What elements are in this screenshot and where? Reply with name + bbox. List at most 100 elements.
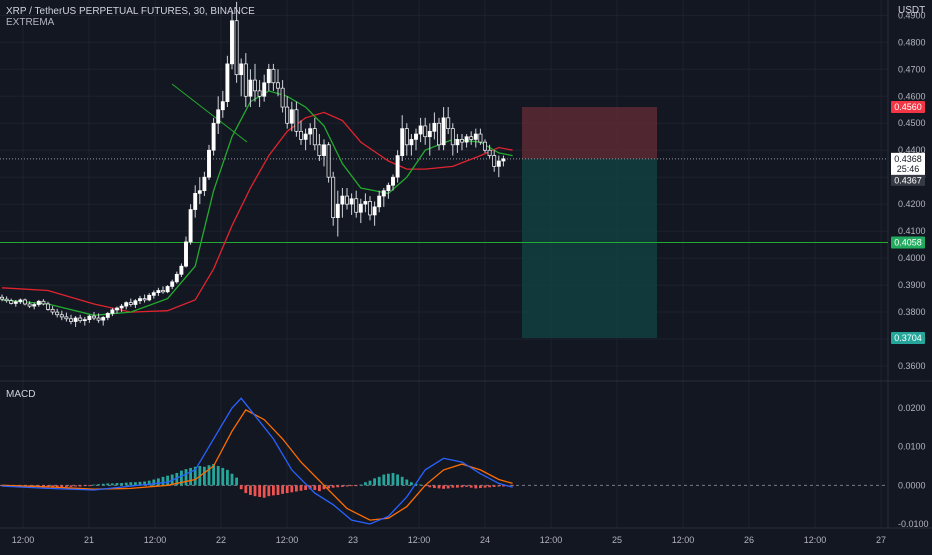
candle-body (142, 298, 147, 301)
candle-body (161, 290, 165, 293)
candle (289, 101, 294, 132)
macd-histogram-bar (129, 482, 133, 486)
macd-histogram-bar (175, 472, 179, 486)
candle-body (358, 203, 363, 213)
candle (455, 134, 460, 153)
candle (363, 193, 368, 213)
candle-body (446, 117, 451, 129)
candle (4, 296, 9, 303)
macd-histogram-bar (124, 482, 128, 486)
candle-body (432, 122, 437, 132)
candle-body (174, 273, 179, 283)
macd-histogram-bar (502, 485, 505, 487)
candle (501, 155, 506, 167)
candle-body (368, 201, 372, 216)
candle (124, 301, 129, 310)
candle (170, 279, 175, 290)
candle-body (36, 300, 41, 305)
macd-histogram-bar (290, 485, 294, 493)
candle-body (55, 311, 60, 316)
candle (151, 290, 156, 299)
candle-body (32, 304, 37, 307)
candle (483, 139, 487, 153)
macd-histogram-bar (111, 483, 114, 486)
target-price-tag-bg (891, 331, 925, 344)
candle-body (202, 176, 207, 192)
candle-body (381, 190, 386, 197)
macd-histogram-bar (414, 483, 418, 486)
candle-body (460, 139, 464, 143)
macd-histogram-bar (377, 476, 381, 486)
time-tick-label: 26 (744, 535, 754, 545)
candle (317, 134, 322, 162)
candle-body (312, 128, 317, 146)
macd-histogram-bar (92, 484, 96, 486)
candle (381, 187, 386, 207)
macd-histogram-bar (359, 484, 363, 486)
candle (211, 117, 216, 156)
macd-histogram-bar (479, 485, 482, 489)
macd-tick-label: 0.0200 (898, 403, 926, 413)
macd-histogram-bar (184, 469, 188, 486)
candle-body (13, 301, 18, 304)
candle (404, 123, 409, 156)
candle (50, 306, 55, 315)
macd-histogram-bar (272, 485, 275, 496)
time-tick-label: 12:00 (408, 535, 431, 545)
candle-body (73, 317, 78, 322)
candle-body (441, 117, 446, 146)
macd-histogram-bar (212, 464, 215, 486)
candle-body (469, 136, 474, 140)
candle (253, 63, 257, 102)
candle-body (230, 20, 234, 65)
target-price-tag-label: 0.3704 (894, 333, 922, 343)
candle (312, 117, 317, 151)
candle (414, 128, 418, 151)
macd-signal-line (1, 409, 513, 521)
candle (409, 134, 414, 156)
macd-histogram-bar (88, 485, 91, 487)
candle (427, 123, 432, 156)
candle-body (179, 265, 184, 275)
price-tick-label: 0.4600 (898, 91, 926, 101)
price-tick-label: 0.4200 (898, 199, 926, 209)
candle-body (41, 300, 46, 305)
time-tick-label: 12:00 (672, 535, 695, 545)
time-tick-label: 12:00 (540, 535, 563, 545)
candle-body (331, 176, 336, 218)
candle (391, 174, 395, 191)
candle (142, 294, 147, 303)
time-tick-label: 22 (216, 535, 226, 545)
candle-body (50, 309, 55, 313)
candle-body (349, 198, 354, 205)
candle-body (147, 294, 152, 301)
time-tick-label: 21 (84, 535, 94, 545)
candle-body (211, 122, 216, 151)
macd-histogram-bar (97, 484, 100, 486)
macd-histogram-bar (456, 485, 459, 488)
candle (331, 171, 336, 226)
candle (188, 204, 193, 245)
macd-histogram-bar (83, 485, 87, 487)
candle-body (354, 198, 359, 213)
macd-histogram-bar (295, 485, 298, 492)
candle-body (473, 133, 478, 140)
candle (0, 294, 4, 302)
candle-body (96, 317, 101, 321)
candle-body (78, 317, 83, 322)
candle-body (299, 130, 303, 140)
candle-body (487, 149, 492, 156)
candle-body (317, 144, 322, 156)
candle-body (501, 158, 506, 162)
macd-histogram-bar (267, 485, 271, 497)
candle-body (243, 63, 248, 97)
candle-body (450, 128, 455, 146)
candle-body (9, 300, 14, 304)
macd-histogram-bar (74, 485, 77, 487)
candle-body (248, 79, 253, 97)
candle (432, 112, 437, 140)
candle (174, 271, 179, 284)
candle (239, 58, 244, 97)
